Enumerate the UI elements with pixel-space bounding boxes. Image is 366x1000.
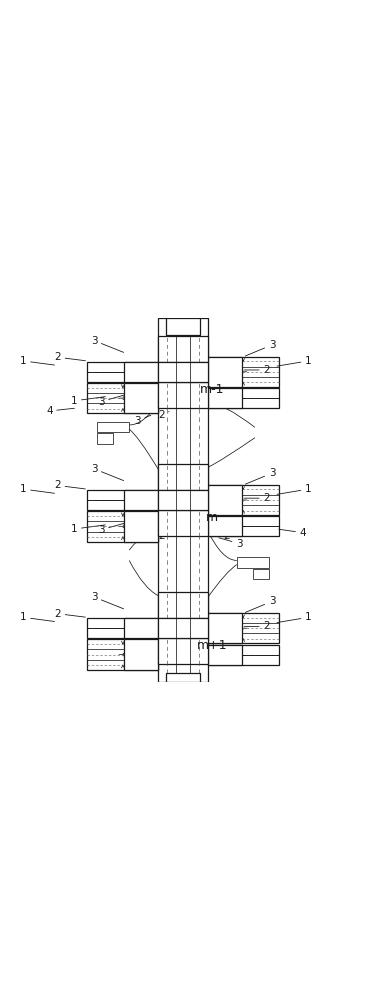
Bar [158, 618, 208, 638]
Bar [208, 645, 279, 665]
Text: 3: 3 [98, 392, 134, 407]
Bar [208, 485, 242, 515]
Text: 4: 4 [46, 406, 74, 416]
Text: 3: 3 [98, 520, 134, 535]
Text: 2: 2 [55, 352, 85, 362]
Bar [208, 357, 242, 387]
Text: 3: 3 [134, 415, 151, 426]
Bar [166, 673, 200, 682]
Bar [124, 490, 158, 510]
Bar [208, 645, 242, 665]
Bar [124, 362, 158, 382]
Text: 4: 4 [279, 528, 306, 538]
Bar [208, 388, 279, 408]
Text: 3: 3 [245, 468, 275, 484]
Text: 1: 1 [71, 524, 105, 534]
Bar [208, 613, 279, 643]
Bar [97, 422, 129, 432]
Bar [158, 362, 208, 382]
Text: 1: 1 [277, 484, 311, 494]
Text: 1: 1 [71, 396, 105, 406]
Text: 3: 3 [91, 592, 124, 609]
Text: 3: 3 [245, 596, 275, 612]
Bar [237, 557, 269, 568]
Bar [158, 464, 208, 490]
Bar [124, 639, 158, 670]
Bar [158, 592, 208, 618]
Text: 2: 2 [55, 480, 85, 490]
Bar [158, 336, 208, 362]
Text: 1: 1 [277, 612, 311, 623]
Text: 3: 3 [91, 336, 124, 352]
Text: 2: 2 [55, 609, 85, 619]
Bar [208, 516, 279, 536]
Bar [253, 569, 269, 579]
Text: 3: 3 [134, 655, 151, 666]
Bar [87, 362, 158, 382]
Text: 1: 1 [20, 484, 55, 494]
Bar [87, 618, 158, 638]
Text: 3: 3 [91, 464, 124, 481]
Bar [87, 490, 158, 510]
Bar [97, 433, 113, 444]
Bar [166, 318, 200, 335]
Text: 3: 3 [245, 340, 275, 356]
Text: m: m [206, 511, 218, 524]
Bar [158, 638, 208, 664]
Bar [87, 383, 158, 413]
Bar [208, 485, 279, 515]
Bar [87, 511, 158, 542]
Text: m-1: m-1 [200, 383, 224, 396]
Text: 2: 2 [244, 621, 270, 631]
Bar [208, 516, 242, 536]
Bar [158, 382, 208, 408]
Text: 2: 2 [244, 493, 270, 503]
Bar [208, 357, 279, 387]
Text: 2: 2 [127, 401, 151, 411]
Bar [124, 511, 158, 542]
Bar [158, 490, 208, 510]
Text: 1: 1 [20, 612, 55, 622]
Bar [208, 388, 242, 408]
Bar [87, 639, 158, 670]
Text: 1: 1 [277, 356, 311, 366]
Bar [158, 510, 208, 536]
Text: 3: 3 [219, 538, 243, 549]
Text: 1: 1 [20, 356, 55, 366]
Text: 2: 2 [206, 531, 230, 541]
Bar [124, 383, 158, 413]
Text: 2: 2 [127, 647, 149, 657]
Text: 2: 2 [158, 410, 169, 420]
Text: 2: 2 [244, 365, 270, 375]
Text: 2: 2 [158, 531, 171, 541]
Text: m+1: m+1 [197, 639, 227, 652]
Bar [208, 613, 242, 643]
Bar [158, 318, 208, 682]
Bar [124, 618, 158, 638]
